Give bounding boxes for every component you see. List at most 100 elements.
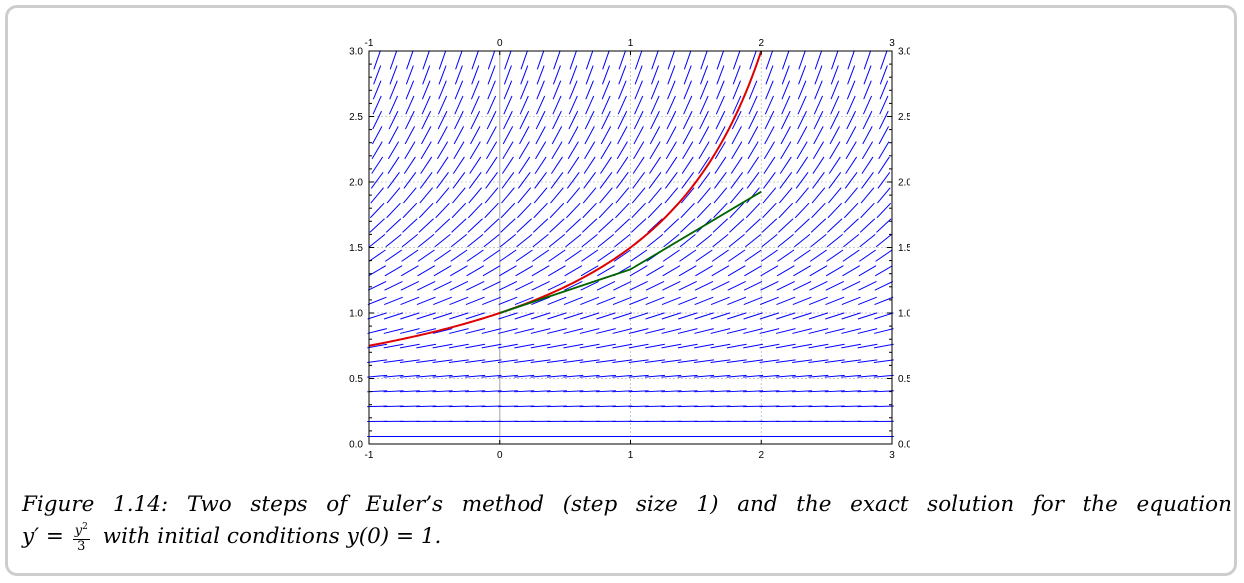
- slope-segment: [830, 65, 839, 85]
- slope-segment: [716, 80, 725, 100]
- slope-segment: [499, 265, 517, 277]
- slope-segment: [535, 141, 547, 160]
- slope-segment: [432, 328, 453, 334]
- slope-segment: [432, 343, 453, 349]
- slope-segment: [680, 218, 696, 233]
- slope-segment: [551, 156, 563, 174]
- y-tick-label-right: 2.5: [898, 112, 910, 123]
- slope-segment: [371, 156, 384, 174]
- slope-segment: [372, 110, 383, 130]
- slope-segment: [618, 65, 627, 85]
- slope-segment: [760, 265, 779, 277]
- slope-segment: [831, 50, 839, 70]
- slope-segment: [781, 95, 791, 115]
- slope-segment: [482, 296, 502, 306]
- slope-segment: [599, 187, 613, 204]
- slope-segment: [449, 280, 469, 291]
- slope-segment: [759, 328, 780, 334]
- slope-segment: [566, 172, 580, 189]
- slope-segment: [367, 296, 387, 306]
- slope-segment: [729, 187, 744, 204]
- slope-segment: [726, 359, 747, 363]
- slope-segment: [417, 265, 436, 277]
- slope-segment: [841, 374, 862, 378]
- slope-segment: [808, 328, 829, 334]
- slope-segment: [387, 172, 400, 189]
- slope-segment: [683, 50, 692, 70]
- slope-segment: [613, 280, 632, 291]
- slope-segment: [454, 80, 464, 100]
- slope-segment: [710, 359, 731, 363]
- slope-segment: [368, 265, 387, 277]
- slope-segment: [580, 280, 599, 291]
- slope-segment: [403, 172, 417, 189]
- slope-segment: [841, 296, 861, 306]
- slope-segment: [612, 312, 633, 320]
- slope-segment: [517, 202, 532, 219]
- slope-segment: [520, 80, 529, 100]
- slope-segment: [682, 110, 693, 130]
- slope-segment: [777, 233, 794, 248]
- slope-segment: [515, 249, 533, 262]
- slope-segment: [371, 126, 383, 145]
- slope-segment: [514, 343, 535, 349]
- slope-segment: [798, 65, 807, 85]
- slope-segment: [454, 110, 464, 130]
- slope-segment: [371, 141, 383, 160]
- slope-segment: [579, 328, 600, 334]
- slope-segment: [517, 187, 532, 204]
- slope-segment: [516, 233, 533, 248]
- slope-segment: [435, 187, 450, 204]
- slope-segment: [568, 110, 579, 130]
- slope-segment: [829, 141, 841, 160]
- slope-segment: [383, 374, 404, 378]
- slope-segment: [824, 328, 845, 334]
- slope-segment: [861, 141, 874, 160]
- slope-segment: [727, 280, 746, 291]
- slope-segment: [596, 328, 616, 334]
- slope-segment: [699, 110, 709, 130]
- slope-segment: [481, 374, 502, 378]
- slope-segment: [416, 312, 436, 320]
- slope-segment: [710, 390, 731, 393]
- slope-segment: [845, 126, 857, 145]
- y-tick-label: 1.0: [349, 309, 363, 320]
- slope-segment: [667, 50, 676, 70]
- slope-segment: [842, 249, 860, 262]
- slope-segment: [679, 233, 696, 248]
- slope-segment: [514, 390, 535, 393]
- slope-segment: [880, 50, 888, 70]
- slope-segment: [711, 280, 730, 291]
- slope-segment: [552, 65, 561, 85]
- slope-segment: [665, 141, 677, 160]
- slope-segment: [617, 126, 628, 145]
- slope-segment: [416, 390, 437, 393]
- slope-segment: [498, 312, 518, 320]
- slope-segment: [372, 80, 382, 100]
- slope-segment: [420, 141, 432, 160]
- slope-segment: [747, 141, 759, 160]
- slope-segment: [584, 126, 595, 145]
- slope-segment: [825, 312, 845, 320]
- slope-segment: [437, 126, 448, 145]
- slope-segment: [792, 359, 813, 363]
- slope-segment: [824, 374, 845, 378]
- slope-segment: [694, 359, 715, 363]
- slope-segment: [402, 202, 418, 219]
- slope-segment: [794, 233, 811, 248]
- slope-segment: [628, 374, 649, 378]
- slope-segment: [501, 156, 514, 174]
- slope-segment: [651, 65, 660, 85]
- slope-segment: [764, 95, 774, 115]
- slope-segment: [389, 80, 398, 100]
- slope-segment: [793, 265, 811, 277]
- slope-segment: [597, 249, 615, 262]
- slope-segment: [824, 359, 845, 363]
- slope-segment: [666, 110, 677, 130]
- slope-segment: [827, 218, 843, 233]
- slope-segment: [405, 110, 415, 130]
- slope-segment: [775, 328, 796, 334]
- slope-segment: [859, 233, 876, 248]
- slope-segment: [452, 187, 466, 204]
- slope-segment: [632, 156, 645, 174]
